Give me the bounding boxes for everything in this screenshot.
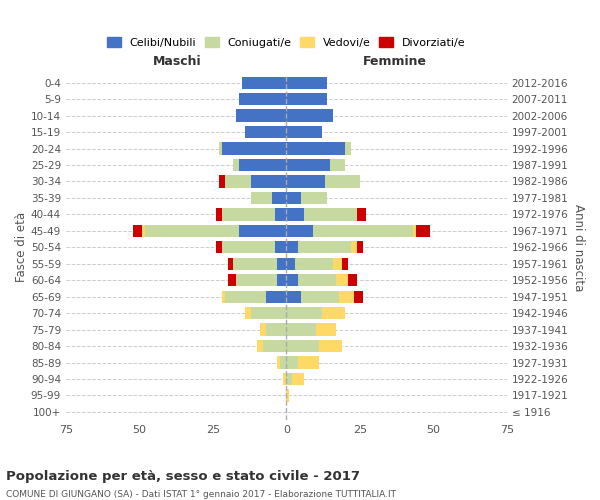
Bar bbox=[286, 290, 301, 303]
Bar bbox=[286, 192, 301, 204]
Bar bbox=[227, 258, 233, 270]
Bar bbox=[272, 192, 286, 204]
Bar bbox=[221, 208, 275, 220]
Bar bbox=[266, 290, 286, 303]
Bar bbox=[227, 274, 236, 286]
Bar bbox=[221, 290, 224, 303]
Bar bbox=[351, 241, 357, 254]
Bar bbox=[286, 390, 289, 402]
Bar bbox=[357, 241, 363, 254]
Bar bbox=[316, 324, 336, 336]
Bar bbox=[286, 373, 292, 385]
Y-axis label: Fasce di età: Fasce di età bbox=[15, 212, 28, 282]
Bar bbox=[251, 176, 286, 188]
Bar bbox=[286, 356, 298, 368]
Legend: Celibi/Nubili, Coniugati/e, Vedovi/e, Divorziati/e: Celibi/Nubili, Coniugati/e, Vedovi/e, Di… bbox=[105, 35, 467, 50]
Bar bbox=[219, 176, 224, 188]
Bar bbox=[292, 373, 304, 385]
Bar bbox=[142, 224, 145, 237]
Bar bbox=[298, 274, 336, 286]
Bar bbox=[275, 208, 286, 220]
Text: Maschi: Maschi bbox=[153, 55, 202, 68]
Bar bbox=[224, 176, 251, 188]
Bar bbox=[336, 274, 348, 286]
Bar bbox=[301, 290, 339, 303]
Bar bbox=[275, 241, 286, 254]
Bar bbox=[286, 110, 334, 122]
Bar bbox=[286, 159, 331, 171]
Bar bbox=[239, 224, 286, 237]
Bar bbox=[251, 307, 286, 320]
Bar bbox=[298, 241, 351, 254]
Bar bbox=[277, 258, 286, 270]
Bar bbox=[239, 93, 286, 106]
Bar bbox=[133, 224, 142, 237]
Bar bbox=[277, 356, 280, 368]
Bar bbox=[313, 224, 413, 237]
Bar bbox=[304, 208, 357, 220]
Bar bbox=[216, 241, 221, 254]
Bar bbox=[413, 224, 416, 237]
Bar bbox=[286, 176, 325, 188]
Bar bbox=[286, 126, 322, 138]
Bar bbox=[286, 324, 316, 336]
Bar bbox=[325, 176, 360, 188]
Bar bbox=[239, 159, 286, 171]
Bar bbox=[286, 241, 298, 254]
Bar bbox=[233, 159, 239, 171]
Bar bbox=[266, 324, 286, 336]
Bar bbox=[286, 274, 298, 286]
Bar bbox=[286, 76, 328, 89]
Bar bbox=[286, 258, 295, 270]
Bar bbox=[283, 373, 286, 385]
Bar bbox=[339, 290, 354, 303]
Bar bbox=[260, 324, 266, 336]
Bar bbox=[348, 274, 357, 286]
Bar bbox=[277, 274, 286, 286]
Bar bbox=[334, 258, 342, 270]
Bar bbox=[251, 192, 272, 204]
Bar bbox=[354, 290, 363, 303]
Bar bbox=[219, 142, 221, 154]
Bar bbox=[286, 142, 345, 154]
Bar bbox=[319, 340, 342, 352]
Bar bbox=[345, 142, 351, 154]
Bar bbox=[224, 290, 266, 303]
Bar bbox=[286, 224, 313, 237]
Bar bbox=[233, 258, 277, 270]
Bar bbox=[416, 224, 430, 237]
Bar bbox=[298, 356, 319, 368]
Bar bbox=[216, 208, 221, 220]
Bar bbox=[245, 307, 251, 320]
Text: Femmine: Femmine bbox=[363, 55, 427, 68]
Bar bbox=[286, 208, 304, 220]
Bar bbox=[286, 340, 319, 352]
Bar bbox=[145, 224, 239, 237]
Y-axis label: Anni di nascita: Anni di nascita bbox=[572, 204, 585, 291]
Bar bbox=[245, 126, 286, 138]
Bar bbox=[301, 192, 328, 204]
Bar bbox=[322, 307, 345, 320]
Bar bbox=[257, 340, 263, 352]
Bar bbox=[221, 241, 275, 254]
Bar bbox=[263, 340, 286, 352]
Bar bbox=[342, 258, 348, 270]
Bar bbox=[286, 307, 322, 320]
Bar bbox=[280, 356, 286, 368]
Bar bbox=[242, 76, 286, 89]
Bar bbox=[331, 159, 345, 171]
Bar bbox=[236, 274, 277, 286]
Bar bbox=[295, 258, 334, 270]
Bar bbox=[221, 142, 286, 154]
Bar bbox=[357, 208, 365, 220]
Text: COMUNE DI GIUNGANO (SA) - Dati ISTAT 1° gennaio 2017 - Elaborazione TUTTITALIA.I: COMUNE DI GIUNGANO (SA) - Dati ISTAT 1° … bbox=[6, 490, 396, 499]
Text: Popolazione per età, sesso e stato civile - 2017: Popolazione per età, sesso e stato civil… bbox=[6, 470, 360, 483]
Bar bbox=[286, 93, 328, 106]
Bar bbox=[236, 110, 286, 122]
